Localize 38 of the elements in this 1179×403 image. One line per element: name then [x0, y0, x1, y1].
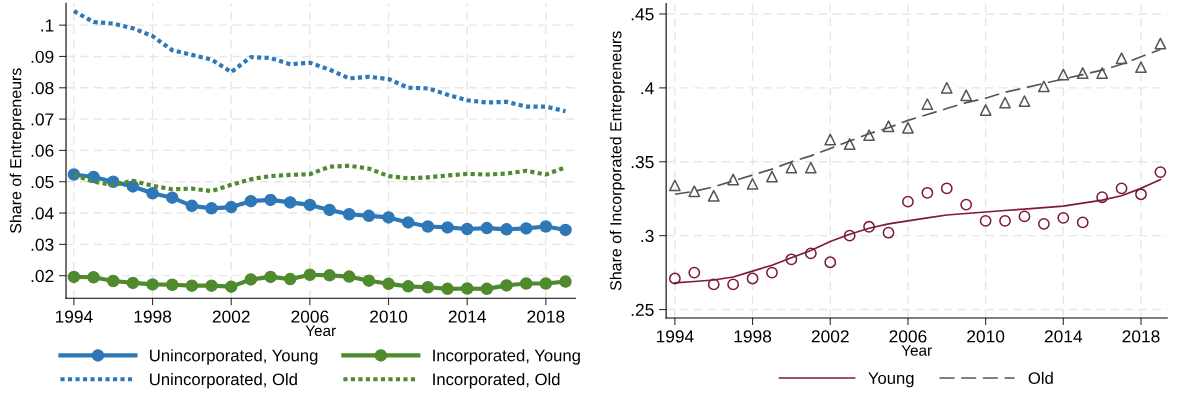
x-tick-label: 2014 — [448, 310, 486, 323]
y-tick-label: .08 — [31, 81, 54, 95]
y-tick-label: .4 — [641, 82, 654, 95]
legend-label: Young — [868, 372, 914, 388]
x-tick-label: 1998 — [134, 310, 172, 323]
legend-label: Unincorporated, Young — [150, 349, 318, 365]
x-tick-label: 2010 — [370, 310, 408, 323]
y-tick-label: .35 — [631, 155, 654, 169]
x-tick-label: 2002 — [212, 310, 250, 323]
x-tick-label: 2018 — [527, 310, 565, 323]
x-tick-label: 2006 — [291, 310, 329, 323]
x-tick-label: 2018 — [1122, 330, 1160, 343]
x-axis-title: Year — [901, 345, 932, 356]
x-tick-label: 2014 — [1044, 330, 1083, 343]
x-tick-label: 1998 — [734, 330, 772, 343]
legend-label: Unincorporated, Old — [150, 373, 297, 389]
y-tick-label: .06 — [31, 144, 54, 157]
x-axis-title: Year — [305, 325, 336, 337]
y-tick-label: .45 — [631, 8, 654, 21]
y-tick-label: .03 — [31, 238, 54, 251]
y-axis-title: Share of Entrepreneurs — [9, 68, 25, 234]
y-tick-label: .3 — [641, 229, 654, 243]
x-tick-label: 2010 — [967, 330, 1005, 343]
y-tick-label: .09 — [31, 50, 54, 63]
y-tick-label: .02 — [31, 269, 54, 283]
x-tick-label: 2002 — [811, 330, 849, 343]
x-tick-label: 2006 — [889, 330, 927, 343]
legend-label: Incorporated, Old — [433, 373, 560, 389]
y-axis-title: Share of Incorporated Entrepreneurs — [609, 31, 625, 291]
x-tick-label: 1994 — [656, 330, 694, 343]
y-tick-label: .25 — [631, 303, 654, 316]
legend-label: Old — [1028, 371, 1053, 385]
y-tick-label: .04 — [31, 207, 54, 220]
y-tick-label: .07 — [31, 113, 54, 126]
y-tick-label: .1 — [41, 19, 54, 32]
x-tick-label: 1994 — [55, 310, 93, 323]
legend-label: Incorporated, Young — [433, 349, 580, 365]
y-tick-label: .05 — [31, 175, 54, 189]
